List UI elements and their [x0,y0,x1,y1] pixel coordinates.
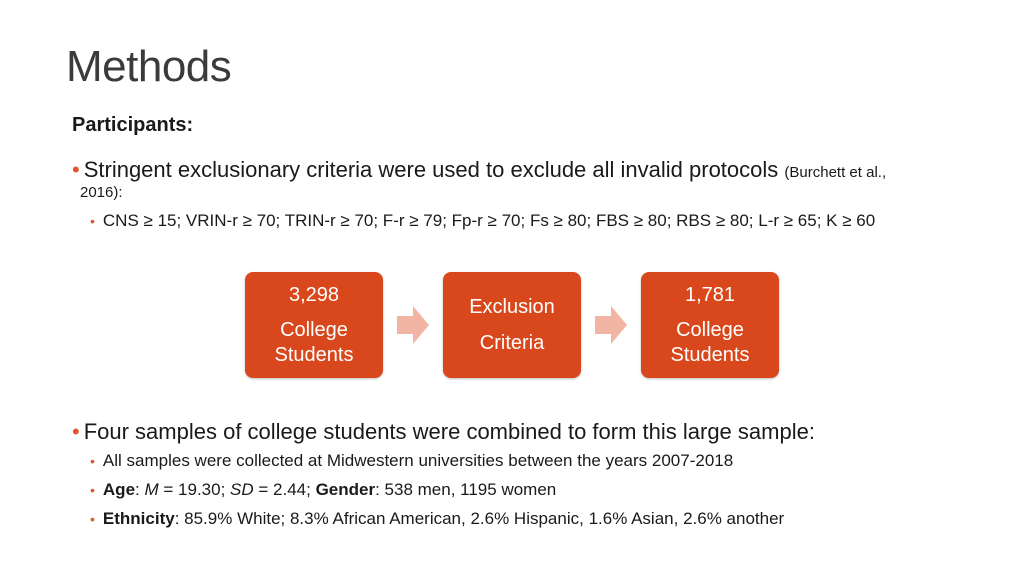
participants-heading: Participants: [72,114,194,136]
flow-arrow-icon [397,306,429,344]
bullet-text: Stringent exclusionary criteria were use… [83,157,779,182]
bullet-dot: • [90,482,95,498]
sd-value: = 2.44; [253,480,316,499]
box-label-line2: Students [670,343,750,366]
bullet-dot: • [90,453,95,469]
initial-count: 3,298 [288,283,340,306]
flow-box-exclusion: Exclusion Criteria [443,272,581,378]
citation-continued: 2016): [80,184,123,201]
criteria-list: • CNS ≥ 15; VRIN-r ≥ 70; TRIN-r ≥ 70; F-r… [90,211,875,231]
flow-box-initial-sample: 3,298 College Students [245,272,383,378]
sub-bullet-ethnicity: • Ethnicity: 85.9% White; 8.3% African Am… [90,509,784,529]
mean-label: M [144,480,159,499]
sd-label: SD [230,480,254,499]
citation: (Burchett et al., [784,164,887,181]
sub-bullet-demographics: • Age: M = 19.30; SD = 2.44; Gender: 538 … [90,480,557,499]
box-label-line2: Criteria [479,331,545,354]
gender-label: Gender [315,480,376,499]
gender-value: : 538 men, 1195 women [375,480,557,499]
slide-title: Methods [66,42,232,91]
age-label: Age [102,480,136,499]
criteria-text: CNS ≥ 15; VRIN-r ≥ 70; TRIN-r ≥ 70; F-r … [102,211,876,230]
final-count: 1,781 [684,283,736,306]
mean-value: = 19.30; [158,480,231,499]
sub-bullet-collection: • All samples were collected at Midwester… [90,451,733,471]
box-label-line1: Exclusion [469,295,555,318]
bullet-dot: • [72,419,80,444]
box-label-line1: College [676,318,744,341]
box-label-line1: College [280,318,348,341]
bullet-text: Four samples of college students were co… [83,419,815,444]
bullet-dot: • [90,511,95,527]
bullet-dot: • [72,157,80,182]
ethnicity-value: : 85.9% White; 8.3% African American, 2.… [174,509,785,528]
bullet-dot: • [90,213,95,229]
bullet-samples-combined: • Four samples of college students were c… [72,419,815,444]
bullet-exclusion-criteria: • Stringent exclusionary criteria were us… [72,157,886,185]
box-label-line2: Students [274,343,354,366]
collection-text: All samples were collected at Midwestern… [102,451,734,470]
flow-arrow-icon [595,306,627,344]
flow-box-final-sample: 1,781 College Students [641,272,779,378]
ethnicity-label: Ethnicity [102,509,175,528]
